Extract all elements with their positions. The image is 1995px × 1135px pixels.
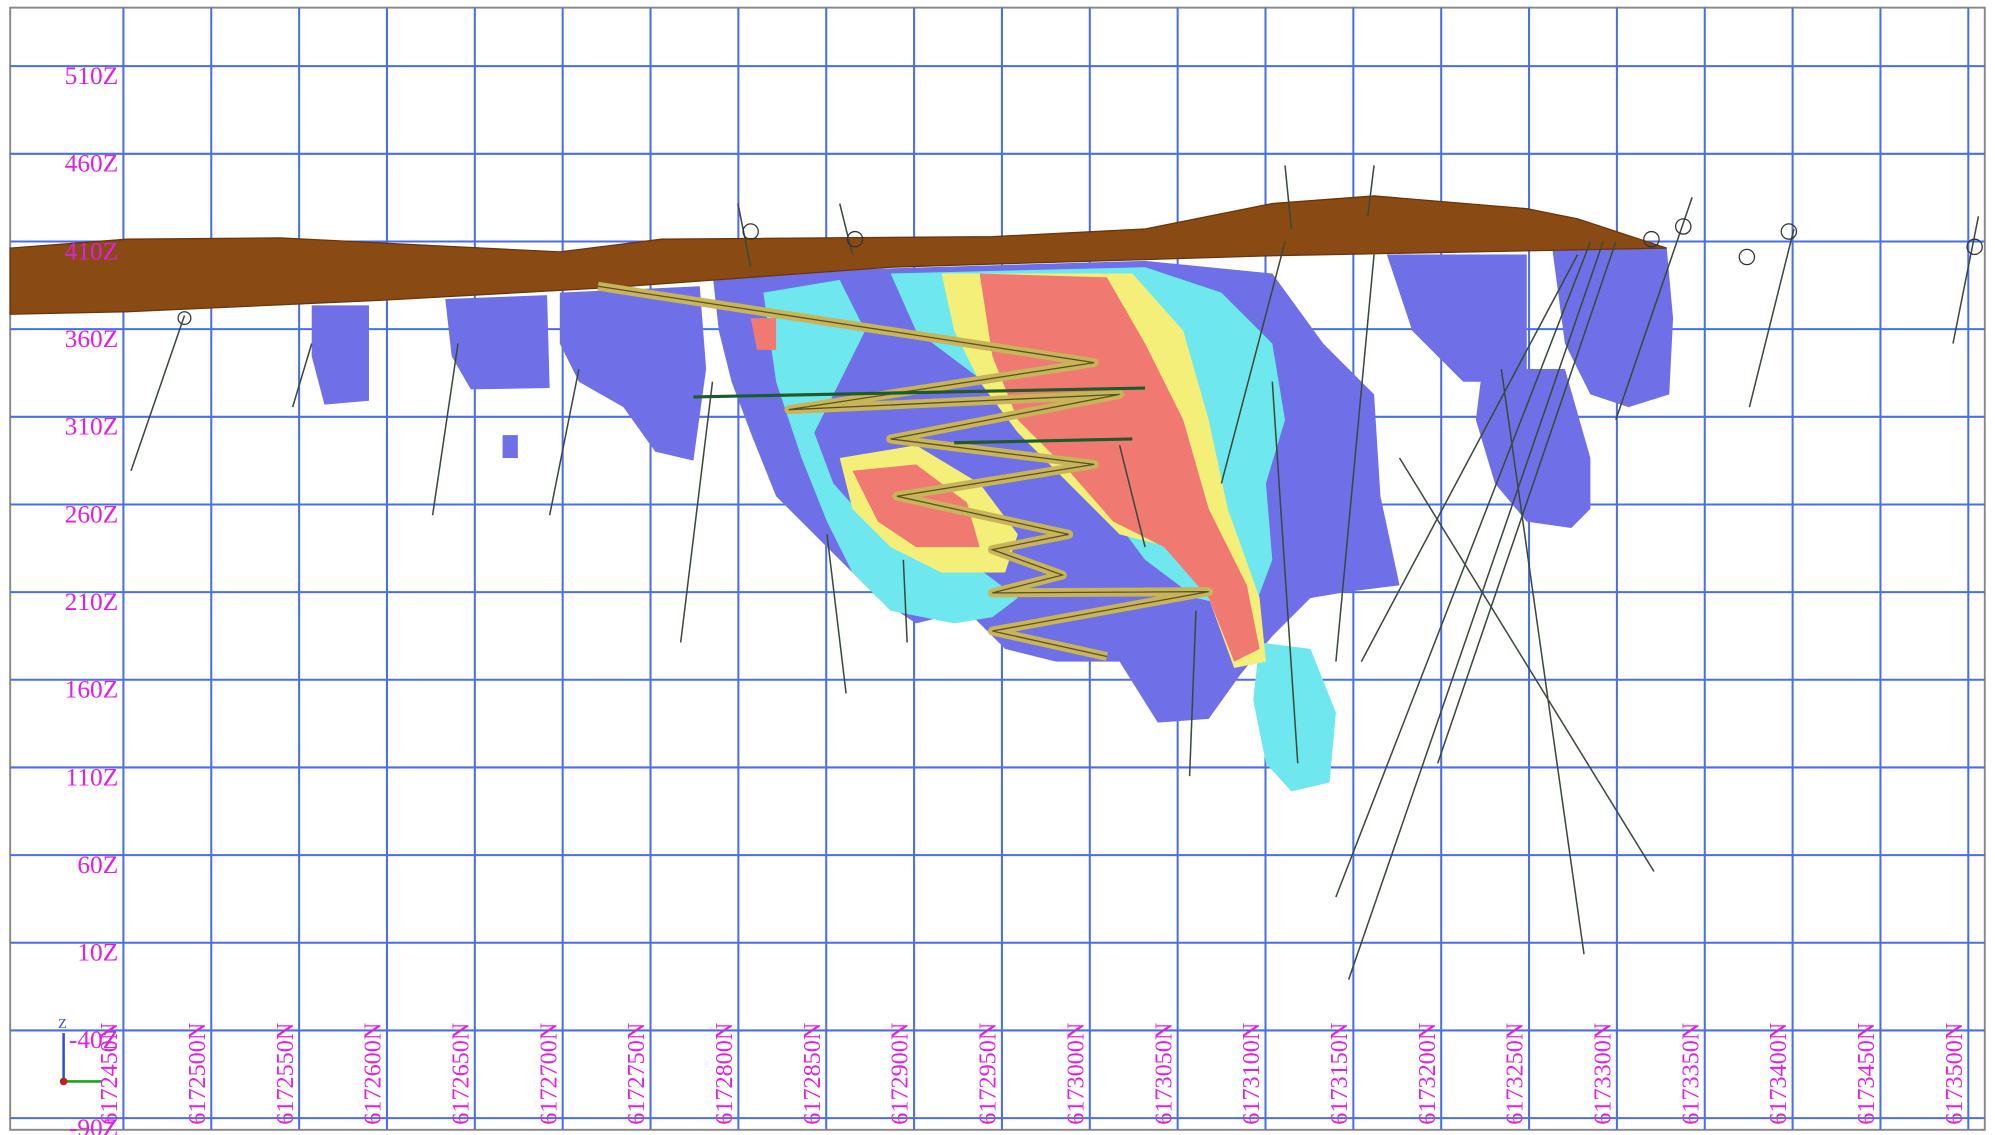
- labels: 510Z 460Z 410Z 360Z 310Z 260Z 210Z 160Z 110Z 60Z 1…: [65, 61, 1968, 1135]
- topo-surface: [9, 195, 1667, 315]
- z-label: 210Z: [65, 587, 119, 616]
- n-label: 6173400N: [1765, 1023, 1792, 1125]
- n-label: 6173200N: [1414, 1023, 1441, 1125]
- n-label: 6172850N: [799, 1023, 826, 1125]
- block-purple: [1475, 368, 1591, 529]
- n-label: 6173450N: [1853, 1023, 1880, 1125]
- block-red: [852, 464, 980, 548]
- n-label: 6173000N: [1062, 1023, 1089, 1125]
- z-label: 460Z: [65, 149, 119, 178]
- n-label: 6173500N: [1941, 1023, 1968, 1125]
- z-label: 10Z: [77, 938, 118, 967]
- n-label: 6172500N: [184, 1023, 211, 1125]
- block-purple: [311, 305, 369, 405]
- block-cyan: [763, 279, 1018, 624]
- block-purple: [1386, 254, 1527, 382]
- z-label: 110Z: [66, 762, 119, 791]
- block-purple: [502, 435, 518, 459]
- n-label: 6172550N: [272, 1023, 299, 1125]
- n-label: 6172750N: [623, 1023, 650, 1125]
- block-red: [750, 318, 777, 350]
- underground-drive: [693, 386, 1146, 445]
- z-label: 410Z: [65, 236, 119, 265]
- axis-triad: Z: [58, 1017, 102, 1086]
- drill-holes: [130, 165, 1980, 980]
- n-label: 6173250N: [1502, 1023, 1529, 1125]
- n-label: 6173100N: [1238, 1023, 1265, 1125]
- z-label: 160Z: [65, 675, 119, 704]
- n-label: 6173350N: [1677, 1023, 1704, 1125]
- n-label: 6173300N: [1590, 1023, 1617, 1125]
- n-label: 6173150N: [1326, 1023, 1353, 1125]
- n-label: 6173050N: [1150, 1023, 1177, 1125]
- block-purple: [1552, 248, 1674, 408]
- n-label: 6172450N: [96, 1023, 123, 1125]
- block-purple: [559, 286, 707, 461]
- grid: [10, 7, 1985, 1130]
- decline-ramp-edge: [597, 285, 1209, 658]
- z-label: 60Z: [77, 850, 118, 879]
- block-purple: [445, 295, 550, 390]
- z-label: 510Z: [65, 61, 119, 90]
- z-label: 260Z: [65, 499, 119, 528]
- n-label: 6172800N: [711, 1023, 738, 1125]
- n-label: 6172600N: [360, 1023, 387, 1125]
- z-label: -90Z: [69, 1113, 118, 1135]
- axis-triad-label: Z: [58, 1017, 67, 1032]
- n-label: 6172650N: [447, 1023, 474, 1125]
- collar-markers: [177, 218, 1983, 326]
- scene: Z 510Z 460Z 410Z 360Z 310Z 260Z 210Z 160Z 110Z 60…: [9, 6, 1986, 1135]
- z-label: -40Z: [69, 1025, 118, 1054]
- n-label: 6172950N: [975, 1023, 1002, 1125]
- n-label: 6172700N: [535, 1023, 562, 1125]
- z-label: 360Z: [65, 324, 119, 353]
- n-label: 6172900N: [887, 1023, 914, 1125]
- z-label: 310Z: [65, 412, 119, 441]
